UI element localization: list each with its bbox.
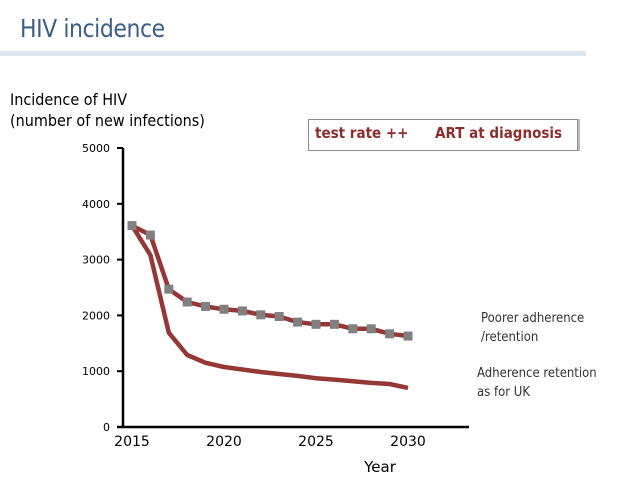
y-axis-label-line2: (number of new infections) — [10, 111, 205, 130]
x-tick-label: 2020 — [206, 434, 242, 450]
data-point — [164, 284, 174, 294]
data-point — [237, 306, 247, 316]
y-tick-label: 4000 — [82, 198, 110, 211]
data-point — [366, 324, 376, 334]
y-tick-label: 3000 — [82, 254, 110, 267]
data-point — [385, 329, 395, 339]
data-point — [201, 301, 211, 311]
data-point — [145, 230, 155, 240]
series-line-1 — [130, 224, 409, 391]
data-point — [311, 319, 321, 329]
y-axis-label-line1: Incidence of HIV — [10, 90, 128, 109]
data-point — [127, 221, 137, 231]
data-point — [256, 310, 266, 320]
data-point — [293, 317, 303, 327]
label-poorer-line2: /retention — [481, 330, 539, 345]
axes: 0 1000 2000 3000 4000 5000 2015 2020 2025 2030 — [82, 142, 469, 450]
x-tick-label: 2025 — [298, 434, 334, 450]
series-group — [127, 221, 413, 391]
label-uk-adherence: Adherence retention as for UK — [477, 364, 597, 402]
data-point — [219, 304, 229, 314]
legend-art-at-diagnosis: ART at diagnosis — [435, 124, 563, 142]
x-tick-label: 2015 — [114, 434, 150, 450]
label-poorer-line1: Poorer adherence — [481, 311, 585, 326]
x-tick-label: 2030 — [390, 434, 426, 450]
label-uk-line2: as for UK — [477, 385, 531, 400]
data-point — [348, 324, 358, 334]
y-tick-label: 1000 — [82, 365, 110, 378]
label-poorer-adherence: Poorer adherence /retention — [481, 309, 584, 347]
data-point — [403, 331, 413, 341]
x-axis-label: Year — [363, 458, 397, 476]
series-line-0 — [130, 223, 409, 339]
y-axis-label: Incidence of HIV (number of new infectio… — [10, 89, 205, 131]
y-tick-label: 0 — [103, 421, 110, 434]
slide-title: HIV incidence — [20, 14, 165, 43]
y-tick-label: 5000 — [82, 142, 110, 155]
y-tick-label: 2000 — [82, 309, 110, 322]
data-point — [182, 297, 192, 307]
scenario-legend-box: test rate ++ ART at diagnosis — [308, 119, 578, 151]
legend-test-rate: test rate ++ — [315, 124, 409, 142]
label-uk-line1: Adherence retention — [477, 366, 597, 381]
data-point — [274, 312, 284, 322]
title-divider — [0, 51, 586, 56]
data-point — [329, 319, 339, 329]
